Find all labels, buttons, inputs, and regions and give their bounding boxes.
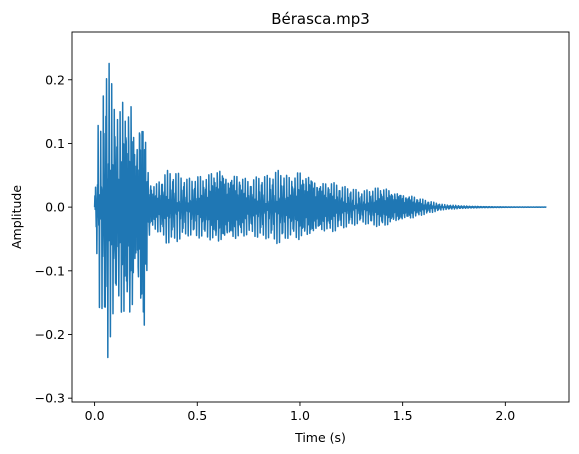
waveform-line <box>93 62 547 359</box>
x-tick-label: 0.0 <box>85 408 105 423</box>
y-tick-label: 0.2 <box>45 72 65 87</box>
y-tick-label: −0.1 <box>35 263 65 278</box>
y-tick-label: −0.2 <box>35 327 65 342</box>
y-tick-label: −0.3 <box>35 391 65 406</box>
waveform-layer <box>93 62 547 359</box>
y-tick-label: 0.1 <box>45 136 65 151</box>
axes-frame <box>71 31 570 403</box>
x-tick-label: 1.0 <box>290 408 310 423</box>
x-tick-label: 2.0 <box>495 408 515 423</box>
y-tick-label: 0.0 <box>45 200 65 215</box>
x-tick-label: 0.5 <box>187 408 207 423</box>
axes-layer <box>71 31 570 403</box>
y-axis-title: Amplitude <box>9 185 24 249</box>
x-axis-title: Time (s) <box>294 430 346 445</box>
ticks-layer: 0.0 0.5 1.0 1.5 2.0 −0.3 −0.2 −0.1 0.0 0.1 0.2 <box>35 72 516 423</box>
x-tick-label: 1.5 <box>393 408 413 423</box>
chart-title: Bérasca.mp3 <box>271 10 370 28</box>
